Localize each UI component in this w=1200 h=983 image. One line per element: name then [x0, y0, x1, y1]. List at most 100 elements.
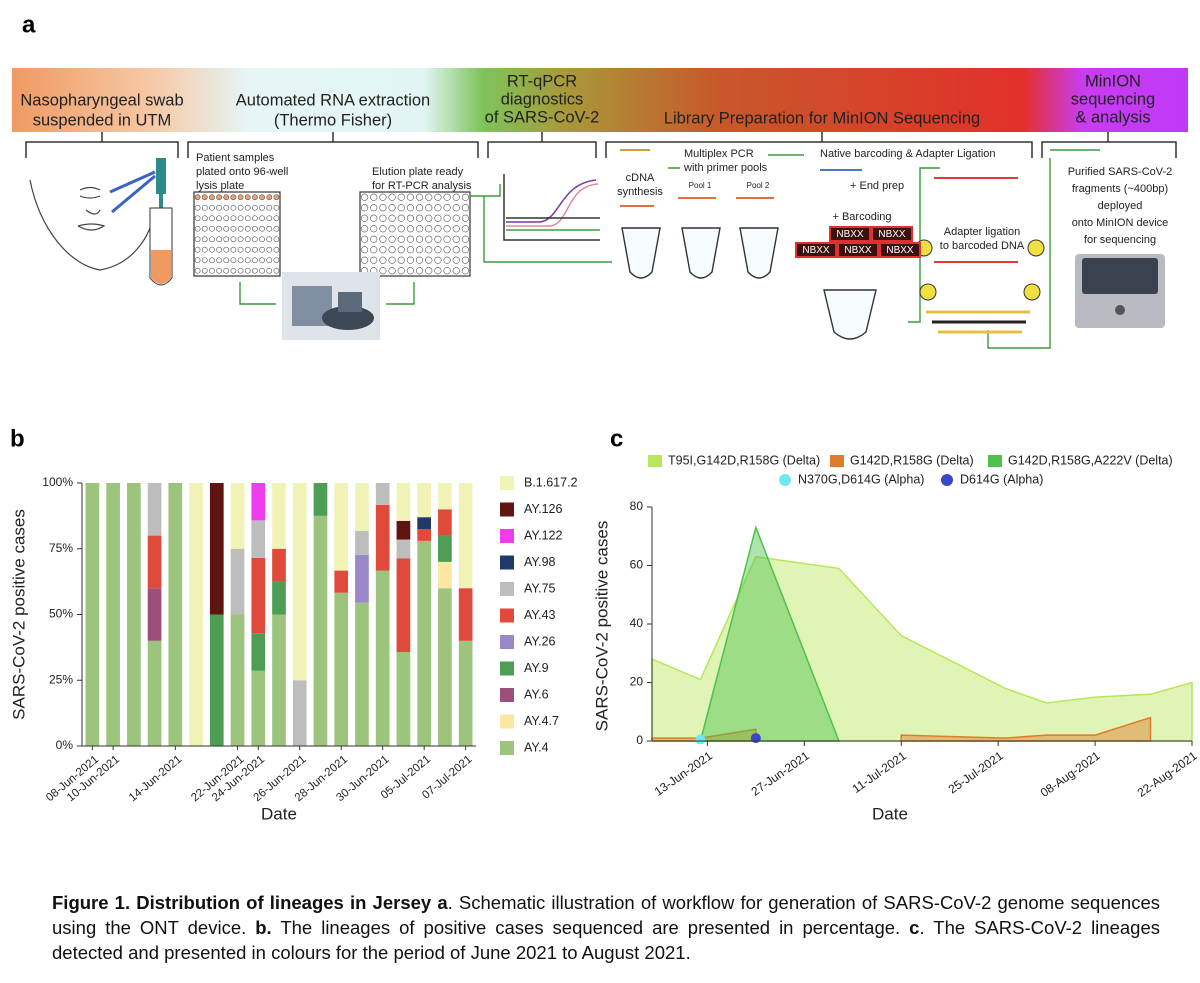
well — [388, 256, 396, 264]
well — [379, 193, 387, 201]
well — [201, 194, 208, 201]
well — [223, 194, 230, 201]
well — [461, 235, 470, 243]
bar-segment — [417, 483, 432, 518]
x-tick-label: 27-Jun-2021 — [749, 748, 812, 798]
well — [425, 256, 433, 264]
well — [273, 246, 280, 253]
well — [266, 246, 273, 253]
well — [379, 267, 387, 275]
well — [434, 235, 442, 243]
well — [244, 215, 251, 222]
well — [230, 225, 237, 232]
bar-segment — [251, 483, 266, 521]
well — [194, 204, 201, 211]
well — [415, 225, 424, 233]
barcode-label: NBXX — [836, 229, 864, 240]
well — [259, 215, 265, 222]
panel-label: b — [10, 425, 25, 452]
well — [201, 215, 208, 222]
legend-label: AY.75 — [524, 581, 556, 595]
caption-bold: Figure 1. Distribution of lineages in Je… — [52, 892, 448, 913]
legend-label: AY.9 — [524, 661, 549, 675]
caption-bold: c — [909, 917, 920, 938]
well — [415, 256, 424, 264]
well — [273, 204, 280, 211]
bar-segment — [355, 530, 369, 555]
legend-label: AY.43 — [524, 608, 556, 622]
well — [194, 225, 201, 232]
x-tick-label: 22-Aug-2021 — [1135, 748, 1200, 799]
well — [259, 257, 265, 264]
well — [434, 204, 442, 212]
bar-segment — [396, 652, 411, 746]
diagram-note: Multiplex PCR — [684, 148, 754, 160]
well — [425, 193, 433, 201]
well — [397, 193, 405, 201]
bar-segment — [272, 548, 286, 582]
well — [425, 246, 433, 254]
area — [651, 555, 1193, 742]
well — [266, 225, 273, 232]
well — [230, 194, 237, 201]
well — [237, 194, 244, 201]
well — [452, 225, 460, 233]
header-band — [12, 68, 1188, 132]
diagram-note: Pool 2 — [747, 181, 770, 190]
well — [379, 256, 387, 264]
header-label: sequencing — [1071, 90, 1155, 108]
well — [201, 267, 208, 274]
well — [406, 204, 415, 212]
figure-caption: Figure 1. Distribution of lineages in Je… — [52, 890, 1160, 965]
panel-label: c — [610, 425, 623, 452]
well — [252, 257, 258, 264]
header-label: RT-qPCR — [507, 72, 577, 90]
legend-swatch — [500, 502, 514, 517]
barcode-box — [871, 226, 913, 242]
diagram-note: for RT-PCR analysis — [372, 180, 472, 192]
well — [252, 225, 258, 232]
header-label: of SARS-CoV-2 — [485, 108, 600, 126]
header-label: Nasopharyngeal swab — [20, 91, 183, 109]
bar-segment — [106, 483, 120, 746]
x-axis-label: Date — [261, 804, 297, 823]
caption-text: . Schematic illustration of workflow for… — [52, 892, 1160, 938]
well — [397, 225, 405, 233]
qpcr-plot — [503, 174, 600, 241]
well — [252, 267, 258, 274]
diagram-note: Purified SARS-CoV-2 — [1068, 166, 1173, 178]
well — [452, 256, 460, 264]
well — [379, 204, 387, 212]
well — [397, 246, 405, 254]
bar-segment — [438, 588, 452, 746]
well — [388, 193, 396, 201]
bar-segment — [126, 483, 141, 746]
well — [443, 235, 451, 243]
well — [443, 256, 451, 264]
bar-segment — [292, 680, 307, 746]
well — [223, 225, 230, 232]
legend-label: AY.26 — [524, 634, 556, 648]
workflow-diagram: Nasopharyngeal swab suspended in UTM Autom… — [12, 68, 1188, 349]
well — [415, 246, 424, 254]
well — [452, 193, 460, 201]
well — [370, 214, 378, 222]
barcode-label: NBXX — [886, 245, 914, 256]
legend-swatch — [500, 635, 514, 649]
barcode-box — [795, 242, 837, 258]
well — [244, 225, 251, 232]
bar-segment — [438, 509, 452, 536]
well — [443, 214, 451, 222]
bar-segment — [272, 614, 286, 746]
bar-segment — [251, 557, 266, 634]
bar-segment — [396, 539, 411, 559]
well — [461, 214, 470, 222]
bar-segment — [313, 483, 328, 516]
well — [223, 246, 230, 253]
well — [244, 257, 251, 264]
barcode-label: NBXX — [878, 229, 906, 240]
well — [360, 225, 369, 233]
well — [230, 204, 237, 211]
well — [216, 236, 222, 243]
